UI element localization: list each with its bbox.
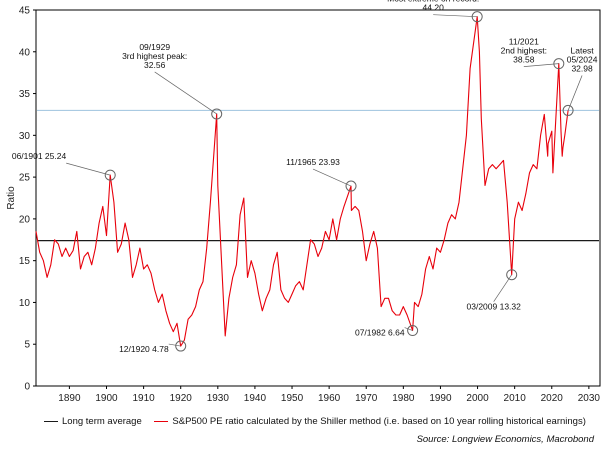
annotation-leader [168,343,181,347]
annotation-marker [211,108,223,120]
x-tick-label: 2020 [541,393,564,404]
annotation-label: 12/1920 4.78 [119,344,169,354]
y-tick-label: 40 [19,47,31,58]
x-tick-label: 1980 [392,393,415,404]
y-tick-label: 30 [19,131,31,142]
annotation-marker [104,169,116,181]
plot-frame [35,9,601,387]
x-tick-label: 1920 [170,393,193,404]
annotation-label: 38.58 [513,55,535,65]
tick-labels: 0 5 10 15 20 25 30 35 40 45 1890 1900 1910 1920 1930 19… [19,6,601,405]
legend-label-average: Long term average [62,416,142,427]
x-tick-label: 1900 [95,393,118,404]
x-tick-label: 1950 [281,393,304,404]
x-tick-label: 2000 [466,393,489,404]
annotation-marker [407,325,419,337]
legend-item-average: Long term average [44,416,142,427]
grid-layer [33,9,590,389]
annotation-label: 2nd highest: [501,46,547,56]
annotation-marker [345,180,357,192]
annotation-label: 3rd highest peak: [122,51,187,61]
annotation-label: Latest [571,45,595,55]
y-tick-label: 35 [19,89,31,100]
source-note: Source: Longview Economics, Macrobond [416,434,594,445]
y-tick-label: 10 [19,298,31,309]
annotation-label: 32.98 [571,63,593,73]
annotation-leader [567,75,583,111]
y-tick-label: 20 [19,214,31,225]
y-tick-label: 25 [19,173,31,184]
annotation-label: 03/2009 13.32 [467,302,522,312]
annotation-leader [154,71,217,115]
annotation-leader [66,162,111,176]
annotation-leader [433,14,478,18]
annotation-label: 44.20 [423,3,445,13]
x-tick-label: 1960 [318,393,341,404]
annotation-label: 32.56 [144,60,166,70]
x-tick-label: 1930 [207,393,230,404]
x-tick-label: 2030 [578,393,601,404]
y-axis-title: Ratio [6,186,17,210]
annotation-marker [175,340,187,352]
annotation-label: 11/2021 [509,37,539,47]
x-tick-label: 1940 [244,393,267,404]
x-tick-label: 1890 [58,393,81,404]
annotation-leader [404,327,413,331]
annotation-label: 06/1901 25.24 [12,151,67,161]
y-tick-label: 45 [19,6,31,17]
x-tick-label: 1990 [429,393,452,404]
reference-lines [37,109,599,242]
series-layer [35,16,569,347]
annotation-leader [523,63,559,67]
annotation-label: 05/2024 [567,54,598,64]
y-tick-label: 0 [24,382,30,393]
pe-ratio-line [35,16,569,347]
x-tick-label: 1910 [132,393,155,404]
legend-label-pe-ratio: S&P500 PE ratio calculated by the Shille… [172,416,586,427]
legend-item-pe-ratio: S&P500 PE ratio calculated by the Shille… [154,416,586,427]
legend-swatch-pe-ratio [154,421,169,422]
annotation-marker [471,11,483,23]
annotation-marker [553,58,565,70]
x-tick-label: 2010 [504,393,527,404]
annotation-marker [506,269,518,281]
y-tick-label: 15 [19,256,31,267]
annotation-leader [312,168,352,187]
legend: Long term average S&P500 PE ratio calcul… [44,414,600,428]
legend-swatch-average [44,421,58,422]
annotation-marker [562,104,574,116]
annotation-label: 07/1982 6.64 [355,328,405,338]
annotation-label: 09/1929 [139,42,170,52]
annotation-label: Most extreme on record: [387,0,479,4]
x-tick-label: 1970 [355,393,378,404]
y-tick-label: 5 [24,340,30,351]
annotation-label: 11/1965 23.93 [286,157,340,167]
